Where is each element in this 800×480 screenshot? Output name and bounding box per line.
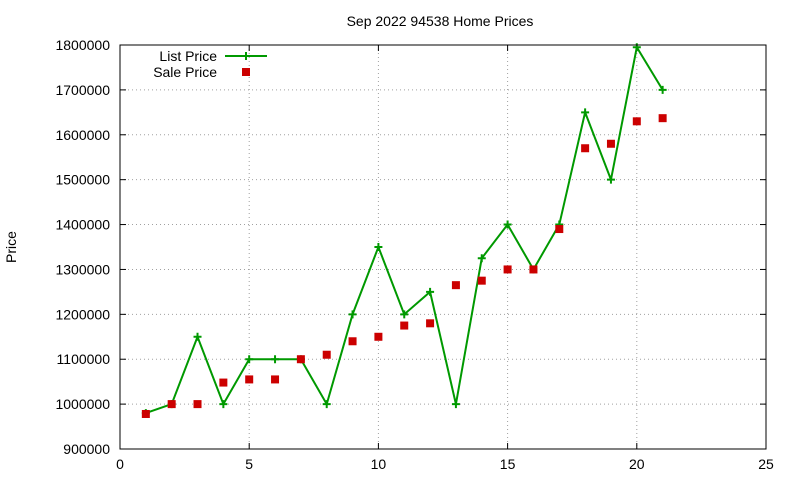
sale-price-point: [606, 139, 615, 148]
x-tick-label: 20: [629, 456, 645, 472]
y-tick-label: 1100000: [57, 351, 111, 367]
list-price-point: [477, 254, 486, 263]
list-price-point: [606, 175, 615, 184]
y-tick-label: 1700000: [55, 82, 110, 98]
list-price-point: [245, 355, 254, 364]
sale-price-point: [451, 281, 460, 290]
list-price-point: [374, 243, 383, 251]
y-axis: 900000 1000000 1100000 1200000 1300000 140000…: [55, 37, 766, 457]
y-tick-label: 900000: [63, 441, 110, 457]
sale-price-point: [477, 276, 486, 285]
legend-label-list-price: List Price: [159, 48, 217, 64]
y-tick-label: 1800000: [55, 37, 110, 53]
y-axis-label: Price: [3, 231, 19, 263]
list-price-line: [145, 44, 664, 415]
sale-price-point: [581, 144, 590, 153]
list-price-point: [193, 332, 202, 341]
list-price-point: [503, 220, 512, 229]
legend-label-sale-price: Sale Price: [153, 64, 217, 80]
list-price-point: [322, 400, 331, 409]
y-tick-label: 1400000: [55, 217, 110, 233]
y-tick-label: 1200000: [55, 306, 110, 322]
sale-price-point: [503, 265, 512, 274]
sale-price-point: [296, 355, 305, 364]
sale-price-point: [219, 378, 228, 387]
sale-price-point: [322, 350, 331, 359]
plot-frame: [119, 44, 767, 450]
sale-price-point: [658, 114, 667, 123]
sale-price-point: [426, 319, 435, 328]
legend: List Price Sale Price: [153, 48, 267, 80]
sale-price-point: [529, 265, 538, 274]
sale-price-point: [167, 400, 176, 409]
chart-title: Sep 2022 94538 Home Prices: [347, 13, 534, 29]
sale-price-point: [400, 321, 409, 330]
list-price-point: [271, 355, 280, 364]
y-tick-label: 1600000: [55, 127, 110, 143]
sale-price-point: [632, 117, 641, 126]
legend-swatch-sale-price: [242, 68, 250, 76]
x-tick-label: 15: [500, 456, 516, 472]
sale-price-point: [141, 409, 150, 418]
sale-price-point: [555, 225, 564, 234]
list-price-point: [658, 85, 667, 94]
sale-price-point: [348, 337, 357, 346]
list-price-point: [581, 108, 590, 117]
y-tick-label: 1300000: [55, 261, 110, 277]
list-price-point: [400, 310, 409, 319]
x-tick-label: 0: [116, 456, 124, 472]
sale-price-point: [245, 375, 254, 384]
legend-marker-list-price: [242, 52, 250, 60]
plot-series: [141, 43, 667, 418]
x-tick-label: 10: [371, 456, 387, 472]
x-tick-label: 25: [758, 456, 774, 472]
y-tick-label: 1500000: [55, 172, 110, 188]
list-price-point: [426, 287, 435, 296]
x-tick-label: 5: [245, 456, 253, 472]
list-price-point: [451, 400, 460, 409]
sale-price-point: [271, 375, 280, 384]
list-price-point: [219, 400, 228, 409]
y-tick-label: 1000000: [55, 396, 110, 412]
list-price-point: [348, 310, 357, 319]
sale-price-point: [374, 332, 383, 341]
sale-price-point: [193, 400, 202, 409]
x-axis: 0 5 10 15 20 25: [116, 45, 774, 472]
